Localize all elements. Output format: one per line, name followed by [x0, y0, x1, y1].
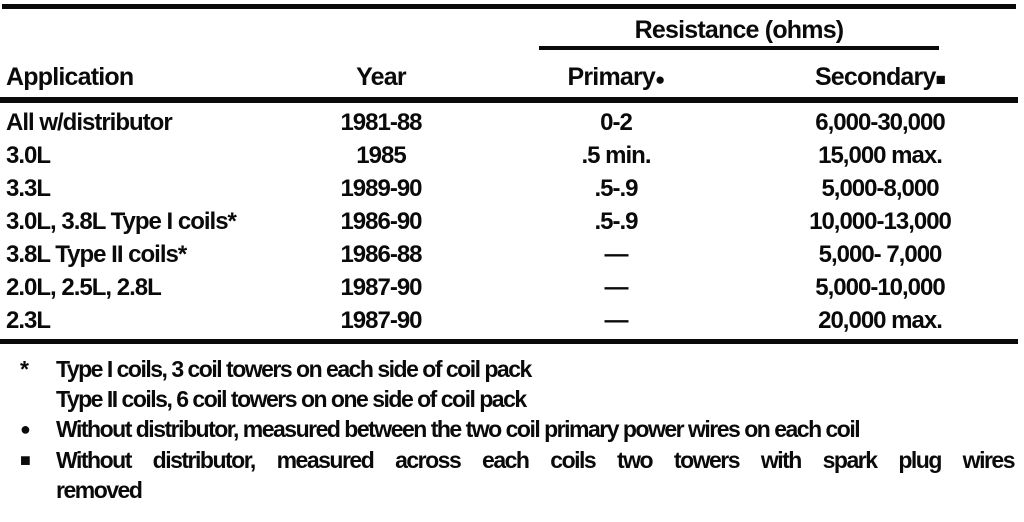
column-header-application: Application [6, 63, 134, 91]
table-body: All w/distributor 1981-88 0-2 6,000-30,0… [0, 106, 1024, 337]
cell-application: 3.0L, 3.8L Type I coils* [6, 208, 237, 235]
footnote-asterisk: * Type I coils, 3 coil towers on each si… [20, 354, 1016, 414]
column-header-primary: Primary● [567, 63, 666, 91]
footnote-line: Without distributor, measured across eac… [56, 447, 1016, 473]
cell-primary: — [604, 241, 629, 268]
cell-application: 3.8L Type II coils* [6, 241, 187, 268]
cell-secondary: 5,000- 7,000 [818, 241, 943, 268]
cell-year: 1989-90 [340, 175, 422, 202]
table-row: 3.3L 1989-90 .5-.9 5,000-8,000 [6, 172, 1024, 205]
asterisk-icon: * [20, 356, 29, 382]
table-row: 3.8L Type II coils* 1986-88 — 5,000- 7,0… [6, 238, 1024, 271]
cell-application: 2.3L [6, 307, 51, 334]
table-row: 3.0L 1985 .5 min. 15,000 max. [6, 139, 1024, 172]
primary-footnote-dot-icon: ● [655, 70, 665, 89]
cell-secondary: 5,000-8,000 [821, 175, 939, 202]
table-row: 3.0L, 3.8L Type I coils* 1986-90 .5-.9 1… [6, 205, 1024, 238]
table-row: All w/distributor 1981-88 0-2 6,000-30,0… [6, 106, 1024, 139]
footnote-line: Without distributor, measured between th… [56, 416, 861, 442]
cell-year: 1986-90 [340, 208, 422, 235]
cell-application: All w/distributor [6, 109, 173, 136]
secondary-footnote-square-icon: ■ [935, 70, 946, 89]
bullet-square-icon: ■ [20, 450, 31, 470]
footnote-dot: ● Without distributor, measured between … [20, 414, 1016, 445]
footnote-line: Type I coils, 3 coil towers on each side… [56, 356, 532, 382]
footnote-line: Type II coils, 6 coil towers on one side… [56, 386, 527, 412]
cell-application: 3.3L [6, 175, 51, 202]
cell-year: 1981-88 [340, 109, 422, 136]
cell-application: 2.0L, 2.5L, 2.8L [6, 274, 162, 301]
table-bottom-rule [0, 339, 1018, 344]
spec-table-page: Resistance (ohms) Application Year Prima… [0, 4, 1024, 522]
column-header-secondary: Secondary■ [814, 63, 946, 91]
cell-year: 1987-90 [340, 307, 422, 334]
cell-secondary: 20,000 max. [818, 307, 943, 334]
cell-primary: .5-.9 [594, 208, 638, 235]
cell-primary: 0-2 [600, 109, 633, 136]
cell-primary: — [604, 274, 629, 301]
footnote-square: ■ Without distributor, measured across e… [20, 445, 1016, 505]
footnotes-section: * Type I coils, 3 coil towers on each si… [20, 354, 1016, 505]
column-header-row: Application Year Primary● Secondary■ [6, 50, 1024, 97]
cell-secondary: 10,000-13,000 [809, 208, 952, 235]
footnote-line: removed [56, 477, 143, 503]
group-header-row: Resistance (ohms) [6, 16, 1024, 50]
cell-primary: — [604, 307, 629, 334]
resistance-group-title: Resistance (ohms) [634, 16, 845, 44]
bullet-dot-icon: ● [20, 419, 31, 439]
table-row: 2.0L, 2.5L, 2.8L 1987-90 — 5,000-10,000 [6, 271, 1024, 304]
cell-primary: .5-.9 [594, 175, 638, 202]
cell-year: 1987-90 [340, 274, 422, 301]
table-top-rule [2, 4, 1016, 9]
column-header-year: Year [356, 63, 406, 91]
cell-primary: .5 min. [581, 142, 651, 169]
resistance-group-underline [539, 46, 939, 50]
cell-year: 1985 [356, 142, 406, 169]
cell-secondary: 15,000 max. [818, 142, 943, 169]
cell-secondary: 6,000-30,000 [815, 109, 945, 136]
group-header-spacer [6, 16, 466, 50]
resistance-group-header: Resistance (ohms) [466, 16, 1012, 50]
cell-year: 1986-88 [340, 241, 422, 268]
table-row: 2.3L 1987-90 — 20,000 max. [6, 304, 1024, 337]
header-separator-rule [0, 97, 1018, 103]
cell-secondary: 5,000-10,000 [815, 274, 945, 301]
cell-application: 3.0L [6, 142, 51, 169]
